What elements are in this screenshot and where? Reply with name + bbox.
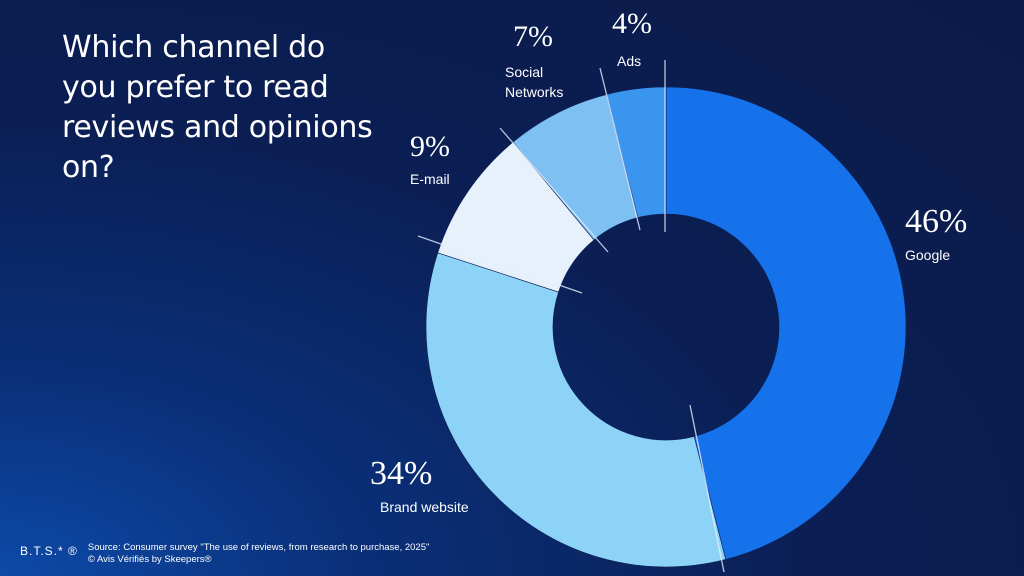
value-label-ads: 4% <box>612 7 652 40</box>
question-title: Which channel do you prefer to read revi… <box>62 30 373 185</box>
source-line: Source: Consumer survey "The use of revi… <box>87 542 430 553</box>
slice-google <box>665 86 907 560</box>
brand-logo: B.T.S.* ® <box>20 544 78 558</box>
leader-line-e-mail <box>499 127 609 253</box>
value-label-social-networks: 7% <box>513 20 553 53</box>
category-label-ads: Ads <box>617 53 641 69</box>
value-label-brand-website: 34% <box>370 455 432 492</box>
category-label-brand-website: Brand website <box>380 499 469 515</box>
slice-ads <box>605 86 667 218</box>
leader-line-google <box>689 404 725 573</box>
category-label-google: Google <box>905 247 950 263</box>
value-label-e-mail: 9% <box>410 130 450 163</box>
slice-brand-website <box>425 252 727 568</box>
source-note: Source: Consumer survey "The use of revi… <box>88 542 430 566</box>
value-label-google: 46% <box>905 203 967 240</box>
category-label-social-networks-line2: Networks <box>505 84 563 100</box>
category-label-social-networks-line1: Social <box>505 64 543 80</box>
copyright-line: © Avis Vérifiés by Skeepers® <box>87 554 212 565</box>
leader-line-social-networks <box>599 67 641 231</box>
category-label-e-mail: E-mail <box>410 171 450 187</box>
leader-line-brand-website <box>417 235 583 294</box>
footer: B.T.S.* ® Source: Consumer survey "The u… <box>20 542 429 566</box>
